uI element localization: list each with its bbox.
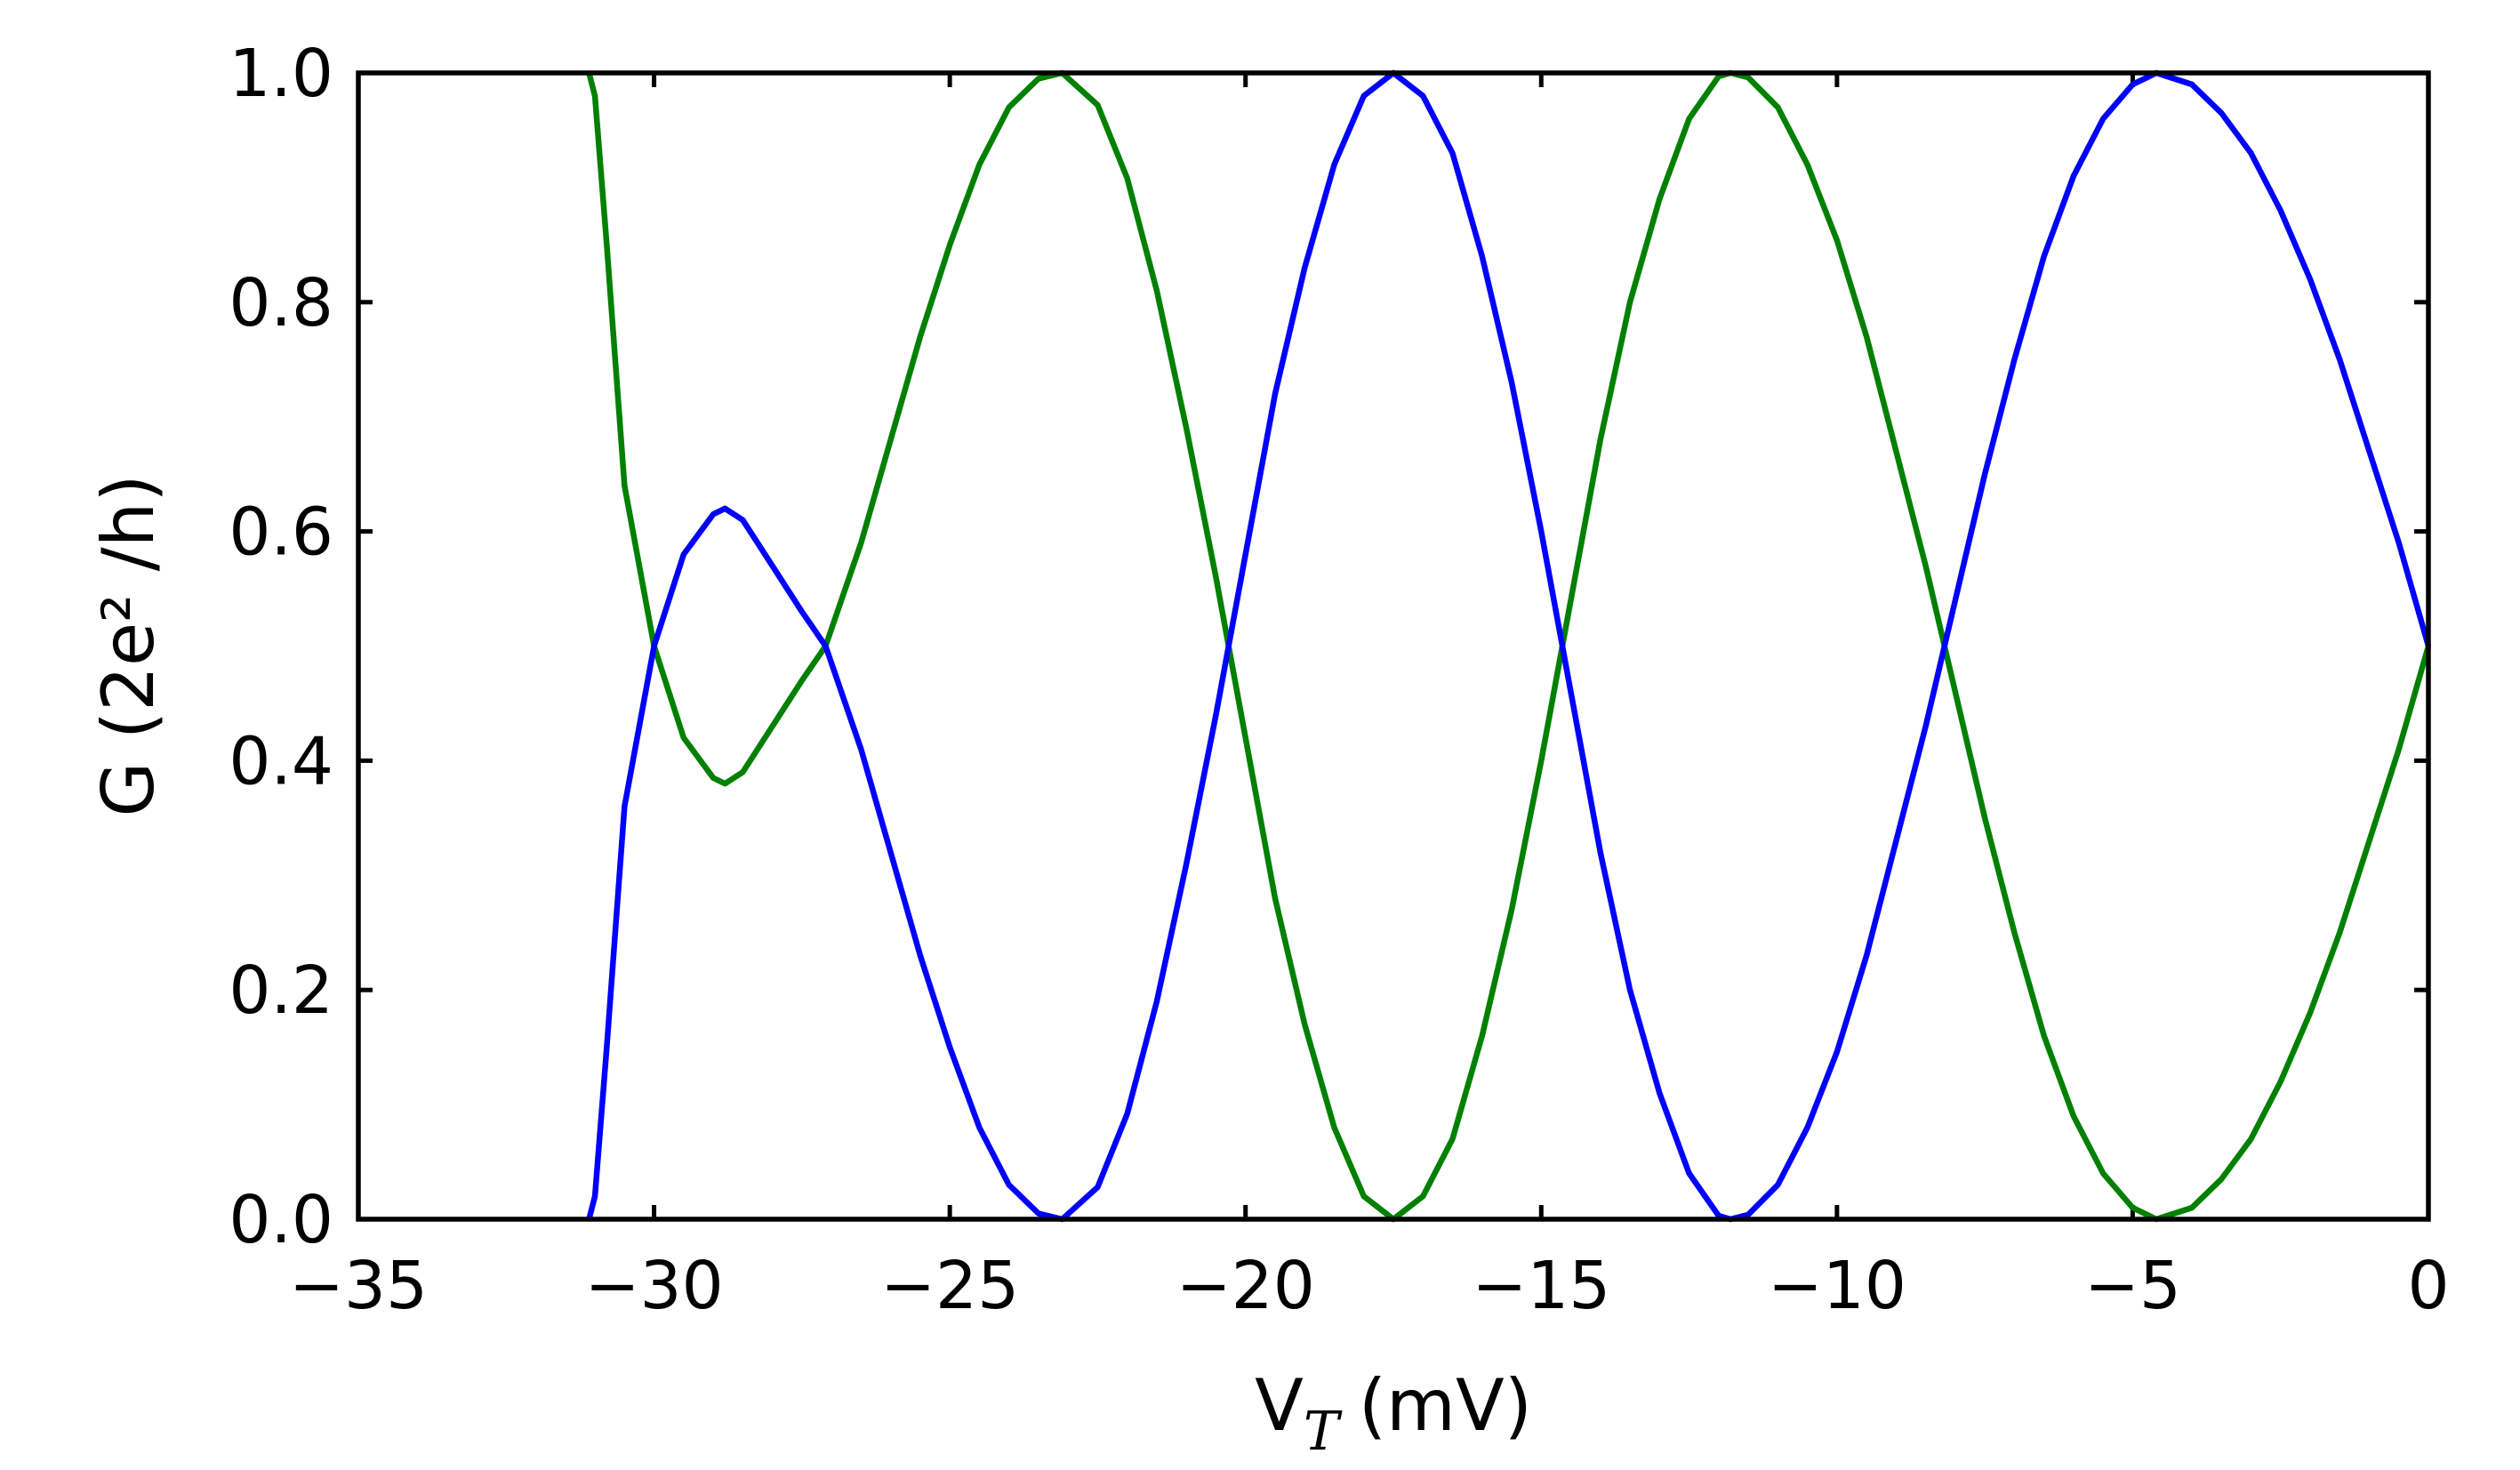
x-tick-label: −20 — [1176, 1248, 1315, 1324]
x-tick-label: −25 — [880, 1248, 1019, 1324]
x-axis-label: VT (mV) — [1255, 1364, 1532, 1463]
x-label-sub: T — [1304, 1401, 1343, 1463]
series-line — [586, 69, 2432, 1223]
y-axis-label: G (2e² /h) — [87, 474, 170, 816]
series-line — [586, 69, 2432, 1223]
y-tick-label: 0.0 — [229, 1182, 333, 1258]
x-tick-label: −15 — [1472, 1248, 1610, 1324]
x-tick-label: −35 — [289, 1248, 428, 1324]
x-tick-label: −5 — [2084, 1248, 2181, 1324]
x-tick-label: −10 — [1768, 1248, 1906, 1324]
x-tick-label: 0 — [2407, 1248, 2449, 1324]
x-label-base: V — [1255, 1364, 1304, 1447]
x-label-unit: (mV) — [1359, 1364, 1532, 1447]
x-tick-label: −30 — [584, 1248, 723, 1324]
y-tick-label: 0.8 — [229, 265, 333, 341]
y-tick-label: 1.0 — [229, 36, 333, 112]
y-tick-label: 0.2 — [229, 952, 333, 1029]
y-tick-label: 0.4 — [229, 723, 333, 799]
plot-frame — [356, 70, 2431, 1222]
y-tick-label: 0.6 — [229, 494, 333, 571]
